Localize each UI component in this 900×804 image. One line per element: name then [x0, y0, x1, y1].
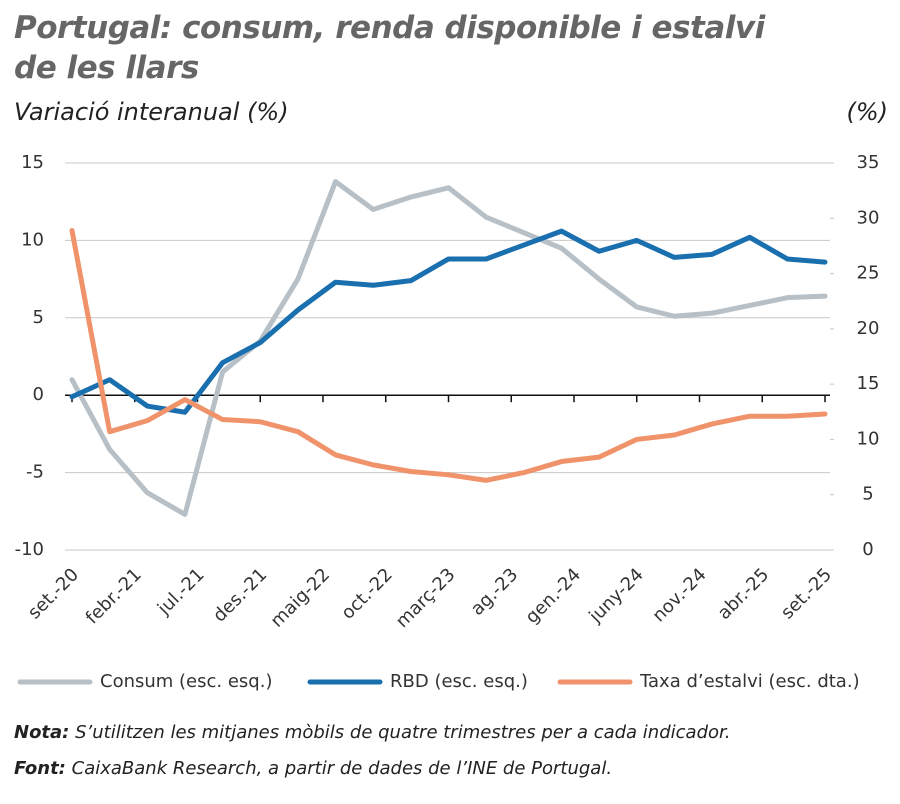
y2-axis-label: (%)	[846, 98, 888, 126]
note-label: Nota:	[14, 722, 70, 743]
y2-tick-label: 15	[857, 373, 880, 394]
y2-tick-label: 30	[857, 207, 880, 228]
x-tick-label: juny-24	[584, 564, 647, 627]
note: Nota: S’utilitzen les mitjanes mòbils de…	[14, 722, 730, 743]
x-tick-label: set.-25	[777, 564, 836, 623]
x-tick-label: oct.-22	[337, 564, 396, 623]
legend-label: Taxa d’estalvi (esc. dta.)	[639, 671, 860, 692]
source: Font: CaixaBank Research, a partir de da…	[14, 758, 612, 779]
chart-title: Portugal: consum, renda disponible i est…	[14, 10, 765, 86]
y-tick-label: -10	[15, 539, 44, 560]
y2-tick-label: 0	[862, 539, 873, 560]
x-tick-label: set.-20	[24, 564, 83, 623]
x-tick-label: febr.-21	[82, 564, 146, 628]
y-axis-label: Variació interanual (%)	[14, 98, 289, 126]
x-tick-label: maig-22	[267, 564, 334, 631]
y-tick-label: -5	[26, 462, 44, 483]
series-line	[69, 179, 828, 517]
y-tick-label: 10	[21, 229, 44, 250]
x-tick-label: des.-21	[209, 564, 271, 626]
series-line	[69, 228, 828, 415]
x-tick-label: abr.-25	[714, 564, 774, 624]
y2-tick-label: 20	[857, 318, 880, 339]
x-tick-label: jul.-21	[153, 564, 209, 620]
y-tick-label: 5	[33, 307, 44, 328]
x-tick-label: ag.-23	[467, 564, 523, 620]
note-text: S’utilitzen les mitjanes mòbils de quatr…	[75, 722, 731, 743]
legend-label: Consum (esc. esq.)	[100, 671, 272, 692]
source-label: Font:	[14, 758, 66, 779]
y2-tick-label: 5	[862, 484, 873, 505]
source-text: CaixaBank Research, a partir de dades de…	[71, 758, 613, 779]
y2-tick-label: 35	[857, 152, 880, 173]
y-tick-label: 15	[21, 152, 44, 173]
legend-label: RBD (esc. esq.)	[390, 671, 528, 692]
x-tick-label: nov.-24	[648, 564, 710, 626]
y-tick-label: 0	[33, 384, 44, 405]
series-line	[69, 227, 828, 483]
x-tick-label: març-23	[392, 564, 460, 632]
y2-tick-label: 10	[857, 428, 880, 449]
y2-tick-label: 25	[857, 263, 880, 284]
x-tick-label: gen.-24	[521, 564, 585, 628]
